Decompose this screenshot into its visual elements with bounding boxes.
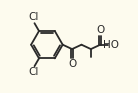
Text: O: O — [68, 59, 76, 69]
Text: HO: HO — [103, 40, 119, 50]
Text: Cl: Cl — [29, 12, 39, 22]
Text: O: O — [96, 25, 104, 35]
Text: Cl: Cl — [29, 67, 39, 77]
